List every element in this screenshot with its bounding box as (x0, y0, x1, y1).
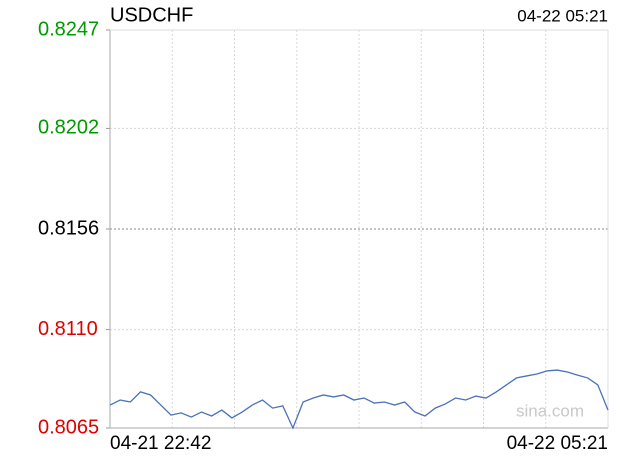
y-tick-label: 0.8065 (38, 416, 99, 438)
timestamp: 04-22 05:21 (517, 6, 608, 25)
y-tick-label: 0.8156 (38, 217, 99, 239)
y-tick-label: 0.8247 (38, 18, 99, 40)
x-tick-label: 04-21 22:42 (110, 433, 211, 454)
watermark: sina.com (516, 401, 584, 420)
y-tick-label: 0.8110 (38, 318, 98, 340)
price-line (109, 369, 609, 430)
x-tick-label: 04-22 05:21 (507, 433, 608, 454)
y-tick-label: 0.8202 (38, 117, 99, 139)
chart-title: USDCHF (110, 4, 193, 26)
